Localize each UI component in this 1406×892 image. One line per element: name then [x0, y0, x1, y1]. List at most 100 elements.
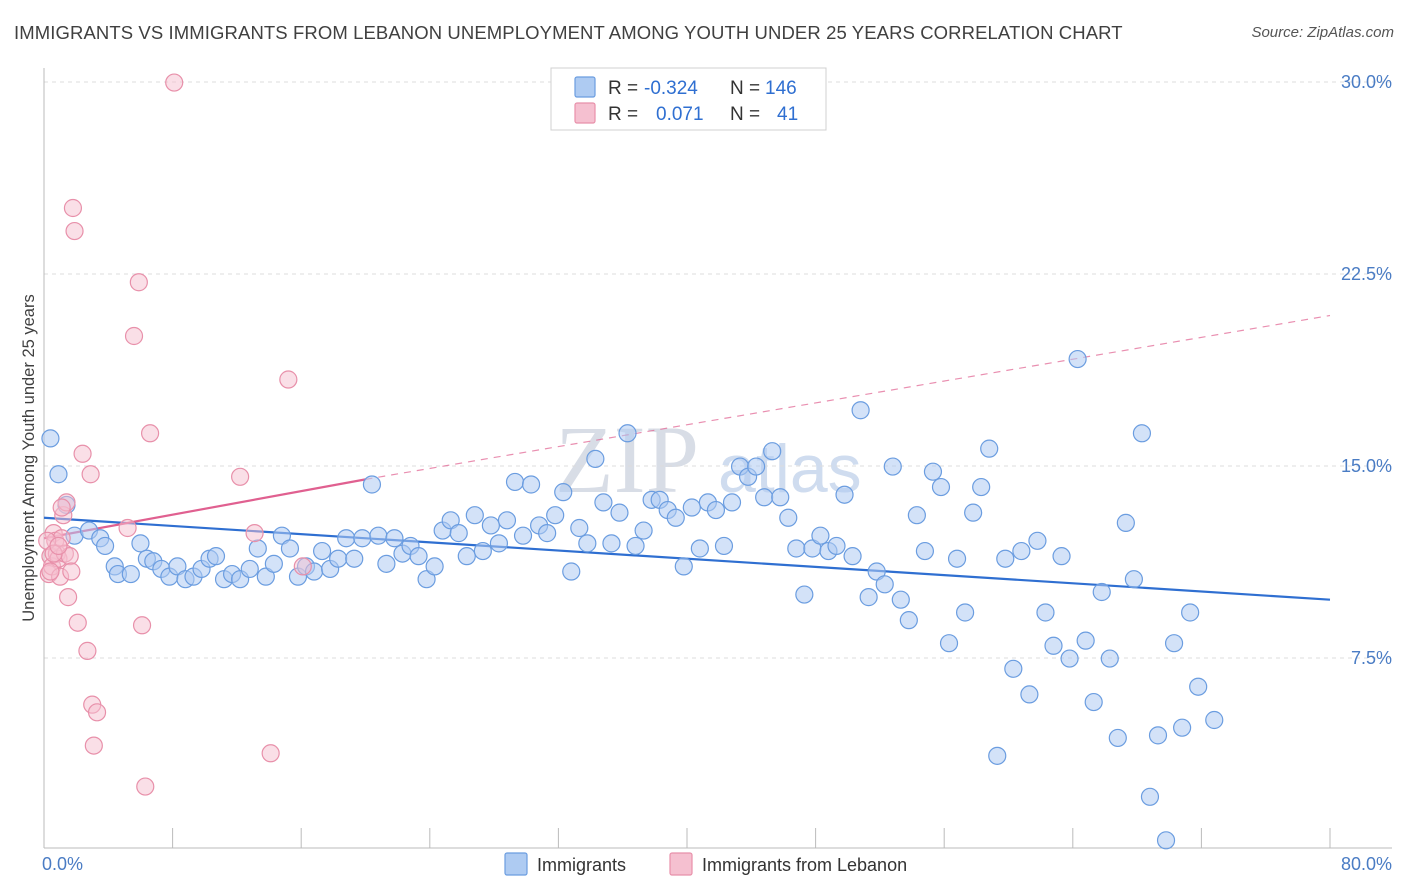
y-tick-label: 7.5% — [1351, 648, 1392, 668]
lebanon-point — [52, 498, 71, 517]
immigrants-point — [41, 429, 60, 448]
series-legend-swatch-lebanon — [669, 852, 693, 876]
immigrants-point — [168, 557, 187, 576]
immigrants-point — [1068, 349, 1087, 369]
immigrants-point — [714, 536, 734, 556]
immigrants-point — [795, 585, 814, 604]
immigrants-point — [497, 511, 517, 530]
immigrants-point — [1164, 634, 1184, 653]
immigrants-point — [1036, 603, 1055, 622]
stats-legend: R = -0.324 N = 146 R = 0.071 N = 41 — [550, 67, 827, 131]
immigrants-point — [915, 541, 935, 561]
stats-legend-box — [550, 67, 827, 131]
legend-n-label-2: N = — [730, 104, 760, 125]
immigrants-point — [755, 488, 774, 507]
immigrants-point — [345, 549, 364, 568]
immigrants-point — [425, 557, 444, 576]
immigrants-point — [634, 521, 653, 540]
immigrants-point — [337, 529, 356, 548]
chart-title: IMMIGRANTS VS IMMIGRANTS FROM LEBANON UN… — [14, 22, 1123, 43]
series-legend-label-lebanon: Immigrants from Lebanon — [702, 855, 907, 875]
immigrants-point — [586, 449, 605, 468]
immigrants-point — [1028, 531, 1047, 550]
immigrants-point — [899, 611, 918, 630]
y-tick-labels: 7.5% 15.0% 22.5% 30.0% — [1341, 72, 1392, 668]
x-tick-label-max: 80.0% — [1341, 854, 1392, 874]
lebanon-point — [78, 641, 97, 660]
immigrants-point — [441, 511, 460, 530]
immigrants-point — [594, 493, 613, 512]
lebanon-point — [68, 613, 87, 632]
immigrants-point — [505, 472, 525, 492]
immigrants-point — [256, 567, 275, 586]
watermark: ZIP atlas — [555, 406, 862, 513]
immigrants-point — [1156, 831, 1176, 850]
source-credit: Source: ZipAtlas.com — [1251, 24, 1394, 41]
lebanon-point — [136, 777, 155, 796]
immigrants-point — [280, 539, 300, 558]
immigrants-point — [465, 506, 484, 525]
immigrants-point — [457, 547, 476, 566]
immigrants-point — [980, 439, 999, 458]
immigrants-points — [41, 349, 1224, 850]
lebanon-point — [84, 736, 103, 755]
immigrants-point — [473, 541, 492, 561]
immigrants-point — [1012, 541, 1031, 561]
immigrants-point — [1148, 726, 1168, 745]
immigrants-point — [747, 457, 766, 476]
immigrants-point — [827, 536, 846, 556]
lebanon-point — [231, 467, 250, 486]
immigrants-point — [481, 516, 500, 535]
immigrants-point — [722, 493, 742, 512]
immigrants-point — [964, 503, 983, 522]
immigrants-point — [562, 562, 581, 581]
immigrants-point — [988, 746, 1007, 765]
legend-n-value-1: 146 — [765, 78, 797, 99]
immigrants-point — [666, 508, 685, 527]
series-legend-swatch-immigrants — [504, 852, 528, 876]
y-tick-label: 22.5% — [1341, 264, 1392, 284]
y-tick-label: 30.0% — [1341, 72, 1392, 92]
immigrants-point — [206, 547, 226, 566]
immigrants-point — [489, 534, 509, 553]
immigrants-point — [240, 559, 259, 579]
lebanon-point — [261, 744, 280, 763]
immigrants-point — [329, 549, 348, 568]
immigrants-point — [787, 539, 806, 558]
immigrants-point — [570, 518, 589, 538]
lebanon-point — [129, 273, 148, 292]
immigrants-point — [1108, 728, 1127, 748]
immigrants-point — [513, 526, 533, 545]
immigrants-point — [779, 508, 798, 527]
lebanon-point — [124, 326, 144, 346]
immigrants-point — [264, 554, 283, 573]
immigrants-point — [1116, 513, 1135, 532]
lebanon-point — [118, 518, 137, 538]
immigrants-point — [312, 541, 332, 561]
stats-legend-swatch-blue — [574, 76, 596, 98]
immigrants-point — [939, 634, 959, 653]
immigrants-point — [1173, 718, 1192, 737]
immigrants-point — [1124, 570, 1143, 589]
immigrants-point — [972, 477, 991, 497]
immigrants-point — [409, 547, 428, 566]
immigrants-point — [1052, 547, 1071, 566]
immigrants-point — [867, 562, 886, 581]
immigrants-point — [763, 442, 782, 461]
immigrants-point — [1100, 649, 1119, 668]
immigrants-point — [1189, 677, 1208, 696]
immigrants-point — [690, 539, 709, 558]
immigrants-point — [618, 424, 637, 443]
immigrants-point — [1140, 787, 1160, 806]
lebanon-point — [293, 557, 312, 576]
immigrants-point — [891, 590, 910, 609]
immigrants-point — [626, 536, 645, 556]
lebanon-point — [132, 616, 152, 635]
immigrants-point — [1181, 603, 1200, 622]
immigrants-point — [931, 477, 951, 497]
immigrants-point — [353, 529, 372, 548]
immigrants-point — [1076, 631, 1095, 650]
lebanon-point — [62, 562, 81, 581]
immigrants-point — [1020, 685, 1039, 704]
